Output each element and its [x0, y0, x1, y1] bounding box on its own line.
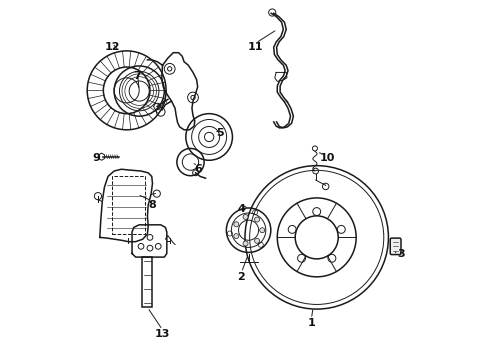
Circle shape: [255, 217, 260, 222]
Text: 5: 5: [216, 129, 224, 138]
Text: 11: 11: [248, 42, 264, 52]
Text: 13: 13: [155, 329, 170, 339]
Text: 6: 6: [195, 164, 202, 174]
FancyBboxPatch shape: [390, 238, 401, 255]
Circle shape: [243, 215, 248, 220]
Circle shape: [260, 228, 265, 233]
Circle shape: [243, 241, 248, 246]
Text: 4: 4: [238, 204, 245, 214]
Text: 7: 7: [134, 71, 141, 81]
Circle shape: [234, 222, 239, 227]
Text: 10: 10: [320, 153, 335, 163]
Circle shape: [255, 238, 260, 243]
Bar: [143, 257, 152, 307]
Text: 1: 1: [307, 319, 315, 328]
Text: 8: 8: [148, 200, 156, 210]
Text: 2: 2: [238, 272, 245, 282]
Circle shape: [234, 234, 239, 239]
Text: 12: 12: [104, 42, 120, 52]
Text: 3: 3: [397, 248, 405, 258]
Text: 9: 9: [92, 153, 100, 163]
